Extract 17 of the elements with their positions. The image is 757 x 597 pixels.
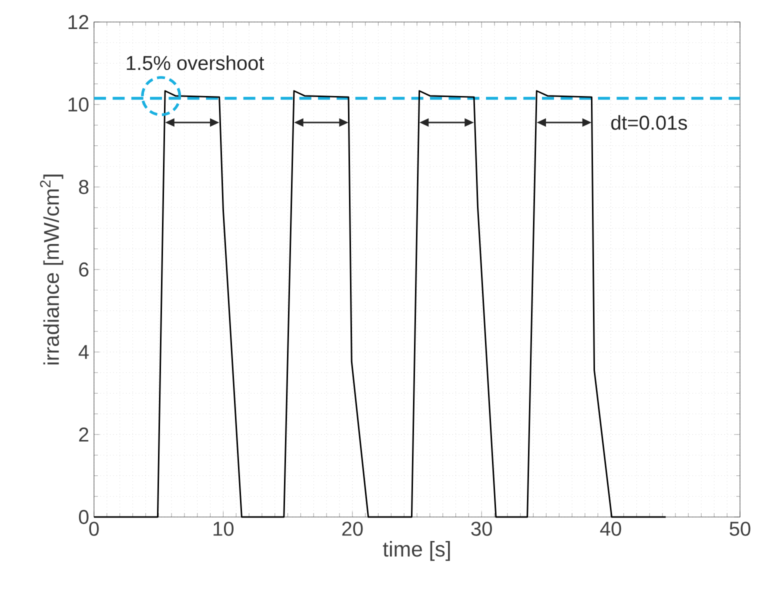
x-tick-label: 10 [214, 522, 234, 536]
y-tick-label: 0 [78, 510, 88, 524]
y-tick-label: 2 [79, 428, 88, 442]
annotation: dt=0.01s [611, 115, 687, 130]
y-tick-label: 4 [78, 345, 89, 359]
x-tick-label: 40 [600, 522, 622, 536]
x-tick-label: 30 [471, 522, 492, 536]
annotation: 1.5% overshoot [126, 55, 264, 70]
y-tick-label: 8 [79, 180, 88, 194]
x-axis-title: time [s] [382, 541, 450, 561]
x-tick-label: 50 [730, 522, 750, 536]
x-tick-label: 20 [342, 522, 363, 536]
y-tick-label: 10 [68, 97, 88, 112]
y-axis-title: irradiance [mW/cm$^{2}$] [40, 174, 64, 364]
y-tick-label: 12 [68, 15, 88, 29]
y-tick-label: 6 [79, 262, 88, 277]
x-tick-label: 0 [89, 522, 99, 536]
